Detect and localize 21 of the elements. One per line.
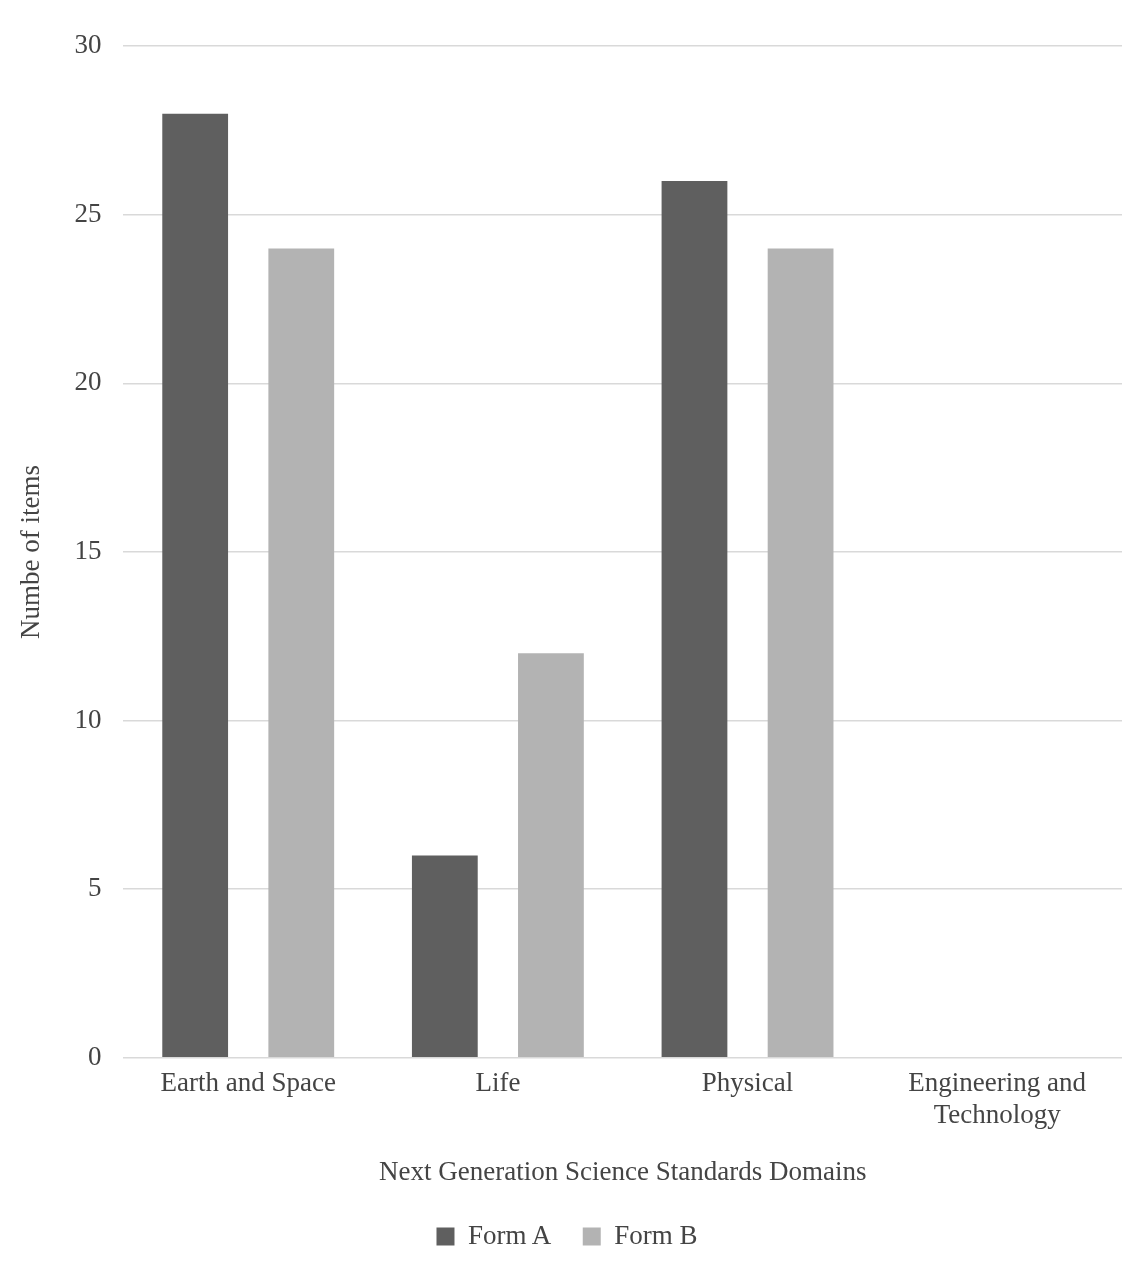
x-tick-label: Earth and Space: [160, 1067, 336, 1098]
legend-label: Form B: [614, 1219, 698, 1250]
y-tick-label: 5: [87, 872, 102, 903]
y-axis-title: Numbe of items: [15, 465, 46, 639]
bar: [268, 248, 335, 1058]
bar: [518, 653, 584, 1058]
bar: [162, 113, 229, 1058]
y-tick-label: 10: [74, 703, 102, 734]
x-tick-label: Life: [475, 1067, 521, 1098]
x-tick-label: Physical: [701, 1067, 794, 1098]
bar: [661, 181, 728, 1058]
y-tick-label: 30: [74, 29, 102, 60]
x-axis-title: Next Generation Science Standards Domains: [379, 1155, 867, 1186]
legend-label: Form A: [467, 1219, 552, 1250]
y-tick-label: 15: [74, 535, 102, 566]
x-tick-label: Engineering and Technology: [908, 1067, 1087, 1130]
y-tick-label: 20: [74, 366, 102, 397]
bar: [411, 855, 478, 1058]
y-tick-label: 25: [74, 197, 102, 228]
bar: [767, 248, 834, 1058]
y-tick-label: 0: [87, 1040, 102, 1071]
